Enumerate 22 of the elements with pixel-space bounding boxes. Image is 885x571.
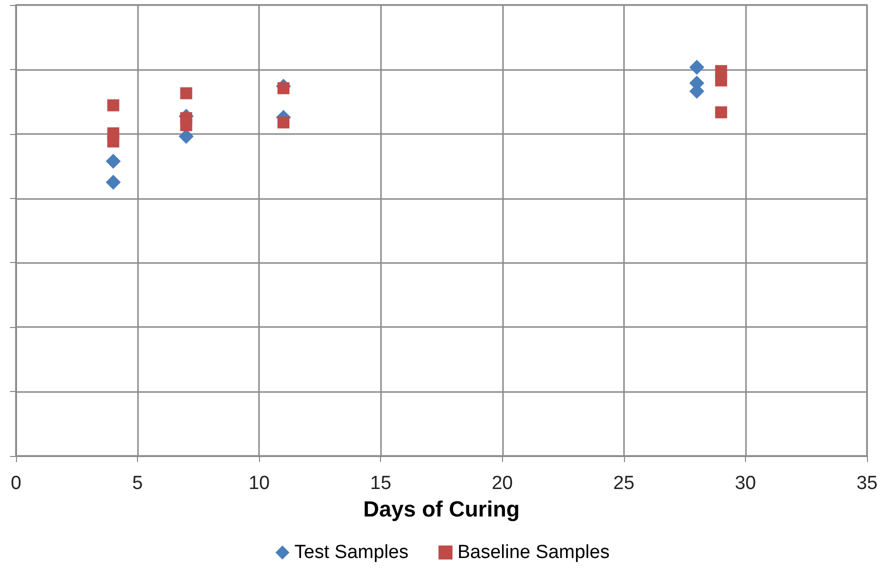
x-tick-label: 15 [370,473,392,494]
x-tick-label: 0 [10,473,22,494]
point [715,74,728,86]
x-tick-label: 5 [132,473,143,494]
point [106,154,121,169]
x-tick-label: 25 [613,473,634,494]
x-tick-label: 35 [856,473,878,494]
point [689,60,704,75]
x-axis-title: Days of Curing [363,496,520,522]
point [180,87,192,100]
legend-label: Baseline Samples [457,542,610,563]
point [715,106,728,118]
point [107,99,120,112]
point [277,82,290,94]
point [277,116,290,128]
x-tick-label: 20 [492,473,513,494]
legend-label: Test Samples [294,542,408,563]
x-tick-label: 30 [734,473,756,494]
point [107,135,120,148]
point [180,119,192,132]
point [106,174,121,190]
x-tick-label: 10 [248,473,270,494]
